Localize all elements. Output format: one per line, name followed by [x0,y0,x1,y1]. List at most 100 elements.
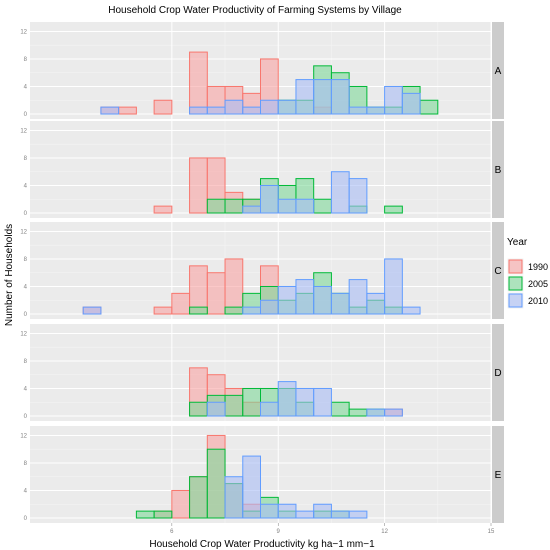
histogram-bar [224,476,244,519]
histogram-bar [189,157,208,214]
histogram-bar [330,171,350,214]
histogram-bar [153,306,173,315]
histogram-bar [224,258,244,315]
legend-entry-label: 2005 [528,279,548,289]
histogram-bar [242,106,261,115]
y-tick-label: 8 [24,156,28,162]
histogram-bar [313,285,332,315]
facet-label: B [495,165,502,176]
histogram-bar [153,510,173,519]
histogram-bar [206,272,226,315]
histogram-bar [189,306,208,315]
y-tick-label: 0 [24,414,28,420]
legend-key-swatch [508,293,523,308]
histogram-bar [135,510,155,519]
histogram-bar [348,408,368,417]
histogram-bar [366,106,386,115]
histogram-bar [260,401,279,417]
y-tick-label: 0 [24,112,28,118]
y-tick-label: 8 [24,257,28,263]
histogram-bar [206,448,226,519]
histogram-bar [295,79,315,115]
histogram-bar [277,381,297,417]
y-tick-label: 4 [24,183,28,189]
histogram-bar [206,106,226,115]
y-tick-label: 4 [24,284,28,290]
histogram-bar [277,99,297,115]
histogram-bar [100,106,120,115]
facet-strip [492,426,504,523]
legend-key-swatch [508,259,523,274]
histogram-bar [153,99,173,115]
facet-strip [492,222,504,319]
histogram-bar [295,387,315,417]
facet-label: D [494,368,501,379]
histogram-bar [419,99,439,115]
x-tick-label: 6 [170,529,174,535]
facet-label: C [494,266,501,277]
histogram-bar [313,387,332,417]
x-tick-label: 9 [277,529,281,535]
histogram-bar [277,503,297,519]
histogram-bar [171,489,191,519]
histogram-bar [224,394,244,417]
y-tick-label: 0 [24,516,28,522]
y-tick-label: 0 [24,312,28,318]
histogram-bar [401,92,421,115]
y-axis-label: Number of Households [4,224,15,326]
histogram-bar [330,292,350,315]
y-tick-label: 12 [20,29,27,35]
legend: Year 1990 2005 2010 [506,237,548,310]
histogram-bar [242,387,261,417]
histogram-bar [118,106,137,115]
histogram-bar [224,198,244,214]
histogram-bar [366,292,386,315]
histogram-bar [384,258,403,315]
y-tick-label: 12 [20,433,27,439]
histogram-bar [189,106,208,115]
histogram-bar [295,198,315,214]
histogram-bar [348,178,368,214]
histogram-bar [224,306,244,315]
x-tick-label: 12 [381,529,388,535]
facet-label: E [495,470,502,481]
histogram-bar [82,306,102,315]
histogram-bar [330,79,350,115]
legend-entry-label: 1990 [528,262,548,272]
histogram-bar [277,198,297,214]
legend-key-swatch [508,276,523,291]
histogram-bar [242,306,261,315]
histogram-bar [206,198,226,214]
histogram-bar [295,510,315,519]
histogram-bar [384,85,403,115]
histogram-bar [171,292,191,315]
histogram-bar [260,184,279,214]
histogram-bar [189,476,208,519]
histogram-bar [348,510,368,519]
histogram-bar [330,510,350,519]
histogram-bar [384,408,403,417]
histogram-bar [206,401,226,417]
histogram-bar [242,455,261,519]
y-tick-label: 8 [24,359,28,365]
histogram-bar [277,285,297,315]
histogram-bar [189,51,208,115]
y-tick-label: 4 [24,488,28,494]
histogram-bar [242,205,261,214]
histogram-bar [348,279,368,315]
histogram-bar [348,106,368,115]
histogram-bar [295,279,315,315]
histogram-bar [313,198,332,214]
chart-title: Household Crop Water Productivity of Far… [108,5,402,16]
facet-panels: 0 4 8 12 A 0 4 8 12 B 0 4 8 12 C 0 4 8 12 D 0 4 8 12 E 6 9 12 15 [20,22,504,535]
legend-entry-label: 2010 [528,296,548,306]
histogram-bar [260,503,279,519]
y-tick-label: 4 [24,386,28,392]
histogram-bar [260,99,279,115]
facet-strip [492,324,504,421]
x-tick-label: 15 [488,529,495,535]
histogram-bar [384,205,403,214]
y-tick-label: 4 [24,84,28,90]
y-tick-label: 8 [24,57,28,63]
